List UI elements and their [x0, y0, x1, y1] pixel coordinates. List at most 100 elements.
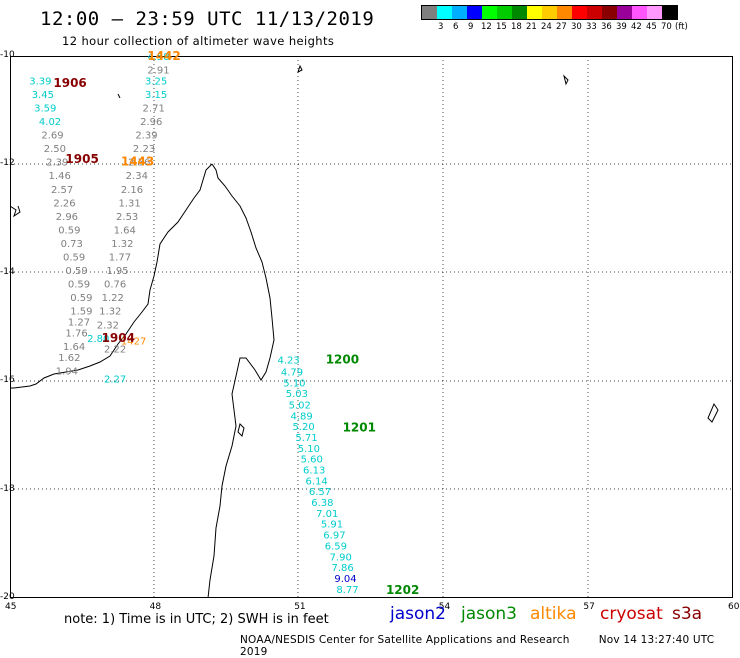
wave-height-value: 1.32	[111, 239, 133, 250]
longitude-label: 54	[438, 602, 451, 612]
wave-height-value: 2.23	[133, 144, 155, 155]
pass-time-label: 1443	[121, 155, 154, 169]
wave-height-value: 0.76	[104, 280, 126, 291]
wave-height-value: 1.94	[56, 366, 78, 377]
pass-time-label: 1904	[102, 331, 135, 345]
wave-height-value: 3.45	[32, 90, 54, 101]
wave-height-value: 5.03	[286, 389, 308, 400]
wave-height-value: 2.80	[87, 334, 109, 345]
satellite-legend-altika: altika	[530, 604, 577, 624]
wave-height-value: 2.69	[41, 131, 63, 142]
wave-height-value: 0.59	[68, 280, 90, 291]
wave-height-value: 2.22	[104, 345, 126, 356]
wave-height-value: 4.58	[147, 52, 169, 63]
scale-label: 6	[453, 22, 459, 32]
wave-height-value: 7.86	[331, 563, 353, 574]
wave-height-value: 1.64	[114, 225, 136, 236]
wave-height-value: 5.02	[289, 401, 311, 412]
map-title: 12:00 — 23:59 UTC 11/13/2019	[40, 8, 375, 30]
wave-height-value: 2.57	[51, 185, 73, 196]
longitude-label: 60	[728, 602, 740, 612]
scale-swatch	[662, 6, 677, 19]
wave-height-value: 5.71	[295, 433, 317, 444]
footnote: note: 1) Time is in UTC; 2) SWH is in fe…	[64, 612, 329, 627]
wave-height-value: 2.71	[143, 103, 165, 114]
scale-swatch	[437, 6, 452, 19]
longitude-label: 48	[149, 602, 162, 612]
wave-height-value: 1.62	[58, 353, 80, 364]
wave-height-value: 3.15	[145, 90, 167, 101]
wave-height-value: 0.59	[63, 253, 85, 264]
scale-label: 3	[438, 22, 444, 32]
wave-height-value: 2.53	[116, 212, 138, 223]
wave-height-value: 3.59	[34, 103, 56, 114]
wave-height-value: 2.34	[126, 171, 148, 182]
wave-height-value: 5.10	[283, 378, 305, 389]
scale-label: 12	[481, 22, 492, 32]
wave-height-value: 6.13	[303, 466, 325, 477]
wave-height-value: 2.96	[140, 117, 162, 128]
pass-time-label: 1200	[326, 353, 359, 367]
scale-swatch	[542, 6, 557, 19]
scale-swatch	[587, 6, 602, 19]
wave-height-value: 6.14	[305, 476, 327, 487]
scale-swatch	[617, 6, 632, 19]
pass-time-label: 1202	[386, 583, 419, 597]
satellite-legend-jason3: jason3	[461, 604, 517, 624]
credit-line: NOAA/NESDIS Center for Satellite Applica…	[240, 634, 740, 658]
wave-height-value: 1.27	[68, 318, 90, 329]
scale-label: 42	[631, 22, 642, 32]
satellite-legend-s3a: s3a	[672, 604, 703, 624]
scale-label: 36	[601, 22, 612, 32]
scale-swatch	[527, 6, 542, 19]
scale-swatch	[452, 6, 467, 19]
scale-label: 33	[586, 22, 597, 32]
wave-height-value: 3.39	[29, 76, 51, 87]
wave-height-value: 0.59	[65, 266, 87, 277]
wave-height-value: 2.32	[97, 320, 119, 331]
wave-height-value: 1.32	[99, 307, 121, 318]
scale-swatch	[572, 6, 587, 19]
wave-height-value: 2.96	[56, 212, 78, 223]
pass-time-label: 1905	[65, 152, 98, 166]
latitude-label: -18	[0, 483, 15, 494]
scale-unit: (ft)	[675, 22, 688, 32]
wave-height-value: 6.59	[325, 541, 347, 552]
longitude-label: 57	[583, 602, 595, 612]
scale-swatch	[467, 6, 482, 19]
scale-swatch	[557, 6, 572, 19]
scale-swatch	[422, 6, 437, 19]
wave-height-value: 1.22	[102, 293, 124, 304]
scale-swatch	[482, 6, 497, 19]
wave-height-value: 4.79	[281, 367, 303, 378]
wave-height-value: 5.20	[292, 422, 314, 433]
wave-height-value: 0.73	[61, 239, 83, 250]
credit-source: NOAA/NESDIS Center for Satellite Applica…	[240, 634, 570, 646]
wave-height-value: 1.77	[109, 253, 131, 264]
wave-height-value: 2.56	[128, 158, 150, 169]
map-labels: 4.234.795.105.035.024.895.205.715.105.60…	[29, 49, 419, 597]
satellite-legend-cryosat: cryosat	[600, 604, 663, 624]
pass-time-label: 1442	[147, 49, 180, 63]
scale-label: 15	[496, 22, 507, 32]
wave-height-value: 1427	[121, 337, 146, 348]
pass-time-label: 1201	[343, 420, 376, 434]
wave-height-value: 1.46	[49, 171, 71, 182]
wave-height-value: 1.59	[70, 307, 92, 318]
color-scale: 3 6 9 12 15 18 21 24 27 30 33 36 39 42 45 70 (ft)	[421, 5, 688, 32]
scale-label: 39	[616, 22, 627, 32]
wave-height-value: 2.50	[44, 144, 66, 155]
wave-height-value: 7.90	[330, 552, 352, 563]
scale-label: 30	[571, 22, 582, 32]
scale-swatch	[497, 6, 512, 19]
wave-height-value: 2.39	[135, 131, 157, 142]
longitude-label: 51	[294, 602, 306, 612]
latitude-label: -16	[0, 375, 15, 386]
wave-height-value: 4.02	[39, 117, 61, 128]
wave-height-value: 6.97	[323, 531, 345, 542]
wave-height-value: 6.38	[311, 498, 333, 509]
scale-label: 24	[541, 22, 552, 32]
latitude-label: -10	[0, 50, 15, 60]
scale-swatch	[602, 6, 617, 19]
